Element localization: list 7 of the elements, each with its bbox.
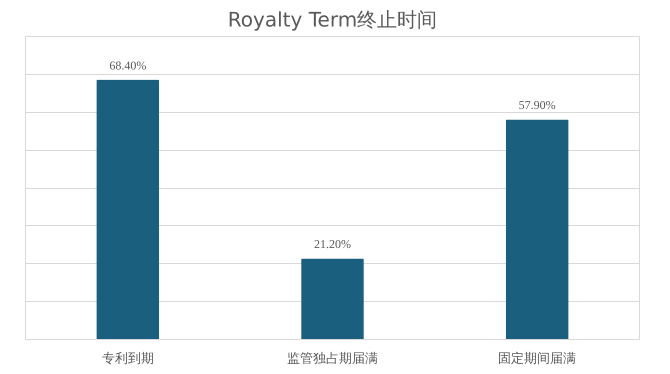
data-label: 21.20% [314, 237, 351, 252]
chart-title: Royalty Term终止时间 [228, 8, 438, 32]
x-tick-label: 监管独占期届满 [287, 350, 378, 366]
x-tick-label: 固定期间届满 [498, 350, 576, 366]
data-label: 68.40% [109, 58, 146, 72]
data-label: 57.90% [518, 98, 556, 112]
x-tick-label: 专利到期 [102, 350, 154, 366]
